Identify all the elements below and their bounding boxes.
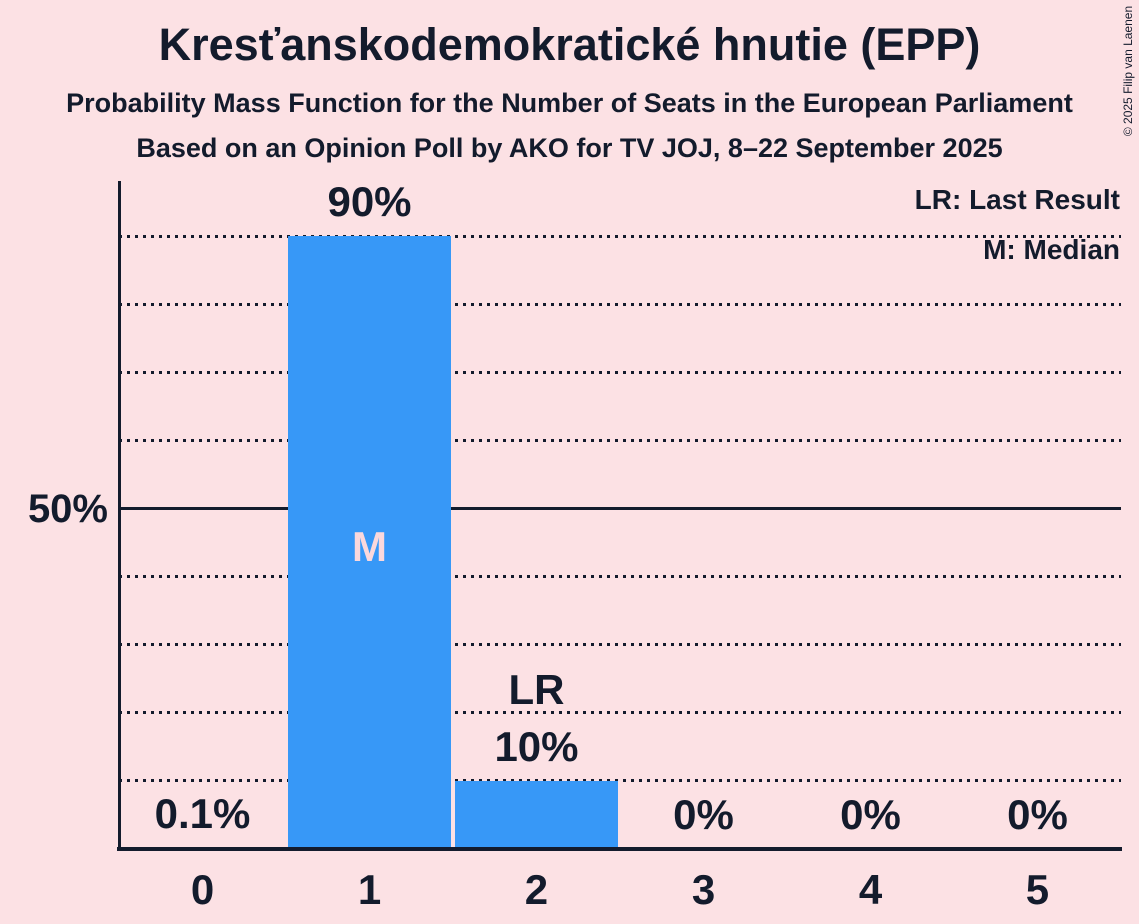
- bar-value-label: 0%: [673, 791, 734, 838]
- bar: M: [288, 236, 451, 849]
- x-axis-ticks: 0 1 2 3 4 5: [119, 868, 1121, 912]
- y-axis-line: [118, 181, 121, 851]
- last-result-annotation: LR: [508, 665, 565, 713]
- y-axis-tick-label: 50%: [27, 487, 108, 531]
- bar-value-label: 0%: [1007, 791, 1068, 838]
- plot-area: M 0.1% 90% 10% 0% 0% 0% LR: [119, 181, 1121, 849]
- chart-source-line: Based on an Opinion Poll by AKO for TV J…: [136, 133, 1003, 163]
- x-tick-label: 0: [190, 866, 215, 913]
- x-tick-label: 3: [691, 866, 716, 913]
- legend-median: M: Median: [983, 234, 1120, 265]
- bar-value-label: 0.1%: [154, 790, 251, 838]
- x-tick-label: 4: [858, 866, 883, 913]
- chart-title: Kresťanskodemokratické hnutie (EPP): [158, 19, 981, 70]
- bar-value-label: 10%: [494, 722, 579, 770]
- x-axis-line: [117, 847, 1122, 851]
- legend-last-result: LR: Last Result: [914, 184, 1120, 215]
- x-tick-label: 1: [357, 866, 382, 913]
- chart-subtitle: Probability Mass Function for the Number…: [66, 88, 1073, 118]
- median-label: M: [352, 522, 387, 570]
- bar: [454, 780, 618, 849]
- x-tick-label: 2: [524, 866, 549, 913]
- copyright-notice: © 2025 Filip van Laenen: [1121, 5, 1135, 137]
- x-tick-label: 5: [1025, 866, 1050, 913]
- bar-value-label: 90%: [327, 178, 412, 226]
- bar-value-label: 0%: [840, 791, 901, 838]
